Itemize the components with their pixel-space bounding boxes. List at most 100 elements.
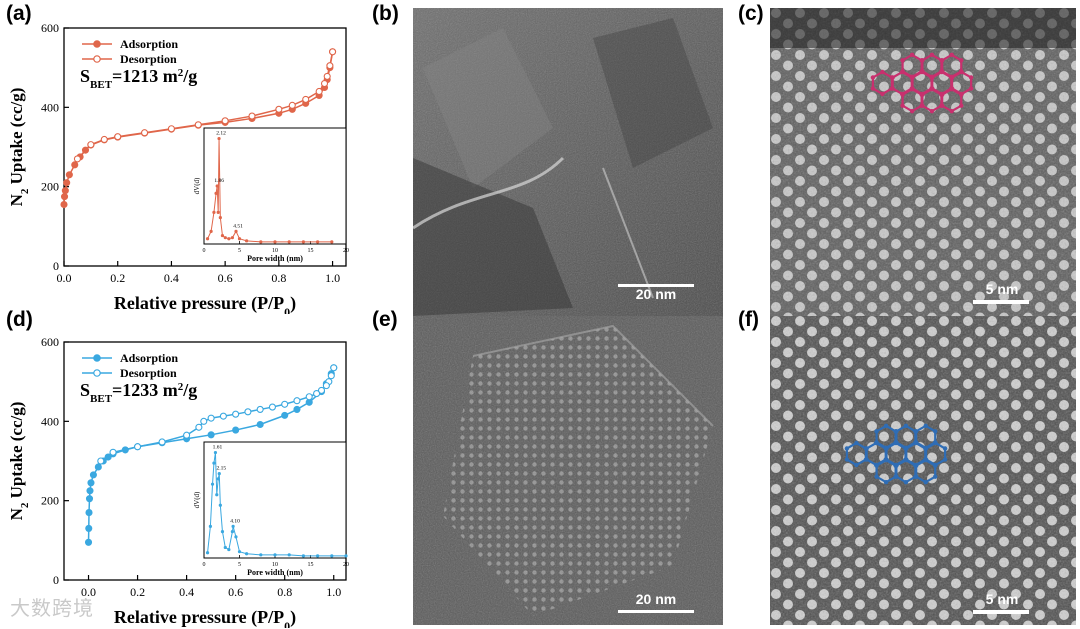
data-point-desorption	[275, 105, 283, 113]
inset-data-point	[217, 136, 221, 141]
panel-label-e: (e)	[372, 308, 398, 331]
legend-marker	[93, 369, 101, 377]
scale-label-e: 20 nm	[636, 591, 676, 607]
inset-data-point	[212, 461, 216, 465]
y-tick-label: 200	[41, 180, 59, 194]
data-point-desorption	[313, 390, 321, 398]
lattice-node	[923, 457, 928, 463]
watermark-text: 大数跨境	[10, 596, 94, 620]
inset-data-point	[215, 493, 219, 497]
inset-x-tick-label: 20	[343, 248, 349, 254]
data-point-adsorption	[85, 495, 94, 503]
data-point-adsorption	[86, 487, 94, 495]
inset-data-point	[230, 530, 234, 534]
inset-data-point	[230, 236, 234, 240]
inset-x-tick-label: 20	[343, 562, 349, 568]
lattice-node	[920, 58, 925, 63]
data-point-adsorption	[60, 193, 69, 201]
data-point-desorption	[219, 412, 227, 420]
data-point-desorption	[317, 386, 326, 394]
data-point-desorption	[302, 95, 310, 103]
data-point-adsorption	[71, 161, 79, 169]
data-point-desorption	[200, 417, 208, 425]
x-tick-label: 0.6	[218, 271, 233, 285]
lattice-node	[874, 429, 879, 434]
inset-data-point	[217, 472, 221, 476]
data-point-desorption	[194, 121, 202, 129]
panel-label-d: (d)	[6, 308, 33, 331]
inset-peak-label: 1.86	[214, 178, 224, 184]
lattice-node	[933, 440, 938, 446]
data-point-desorption	[195, 423, 203, 431]
x-axis-label: Relative pressure (P/P0)	[114, 293, 296, 314]
inset-data-point	[227, 547, 231, 552]
x-tick-label: 0.4	[179, 585, 194, 599]
data-point-desorption	[109, 448, 117, 456]
tem-texture-b: 20 nm	[413, 8, 723, 316]
isotherm-chart-d: 0 200 400 600 0.0 0.2 0.4 0.6 0.8 1.0 Relative pre…	[0, 314, 360, 628]
bet-surface-area: SBET=1213 m2/g	[80, 66, 197, 91]
lattice-node	[959, 103, 964, 108]
lattice-node	[900, 58, 905, 63]
lattice-node	[959, 92, 964, 97]
scale-label-f: 5 nm	[986, 591, 1019, 607]
data-point-adsorption	[232, 426, 240, 434]
x-tick-label: 0.2	[130, 585, 145, 599]
lattice-node	[939, 69, 944, 75]
lattice-node	[929, 52, 935, 58]
data-point-adsorption	[281, 411, 289, 419]
data-point-adsorption	[293, 405, 301, 413]
legend-label: Desorption	[120, 52, 177, 66]
inset-x-tick-label: 5	[238, 562, 241, 568]
data-point-desorption	[323, 72, 331, 80]
lattice-node	[900, 69, 905, 75]
inset-data-point	[316, 554, 320, 558]
inset-data-point	[259, 240, 263, 244]
inset-x-label: Pore width (nm)	[247, 254, 303, 263]
lattice-node	[942, 446, 948, 451]
lattice-node	[913, 463, 919, 468]
data-point-desorption	[141, 129, 149, 137]
data-point-desorption	[322, 382, 330, 390]
lattice-node	[864, 446, 869, 451]
inset-data-point	[214, 191, 218, 195]
inset-data-point	[218, 216, 222, 220]
lattice-node	[920, 92, 925, 97]
y-tick-label: 200	[41, 494, 59, 508]
lattice-node	[894, 463, 899, 468]
lattice-node	[854, 462, 859, 468]
y-tick-label: 0	[53, 573, 59, 587]
inset-frame	[203, 441, 347, 559]
data-point-desorption	[329, 48, 337, 56]
tem-image-f: 5 nm	[770, 316, 1076, 625]
x-tick-label: 0.2	[110, 271, 125, 285]
data-point-desorption	[315, 87, 323, 96]
data-point-desorption	[207, 414, 215, 422]
panel-label-f: (f)	[738, 308, 759, 331]
lattice-node	[870, 86, 876, 91]
lattice-node	[933, 463, 938, 468]
data-point-desorption	[134, 443, 142, 451]
data-point-adsorption	[85, 509, 93, 517]
tem-image-e: 20 nm	[413, 316, 723, 625]
inset-data-point	[213, 450, 218, 455]
data-point-desorption	[114, 133, 122, 141]
inset-data-point	[330, 240, 334, 244]
x-tick-label: 1.0	[325, 271, 340, 285]
isotherm-chart-a: 0 200 400 600 0.0 0.2 0.4 0.6 0.8 1.0 Relative pre…	[0, 0, 360, 314]
lattice-node	[923, 423, 928, 429]
tem-texture-f: 5 nm	[770, 316, 1076, 625]
data-point-desorption	[73, 155, 81, 163]
lattice-node	[864, 457, 869, 462]
inset-data-point	[223, 545, 227, 550]
lattice-node	[949, 52, 954, 58]
lattice-node	[923, 446, 929, 451]
inset-data-point	[215, 184, 219, 188]
legend-label: Desorption	[120, 366, 177, 380]
x-tick-label: 0.0	[81, 585, 96, 599]
lattice-node	[923, 479, 928, 485]
data-point-desorption	[167, 125, 175, 133]
data-point-adsorption	[63, 179, 71, 187]
inset-data-point	[216, 477, 220, 481]
data-point-desorption	[244, 408, 252, 416]
